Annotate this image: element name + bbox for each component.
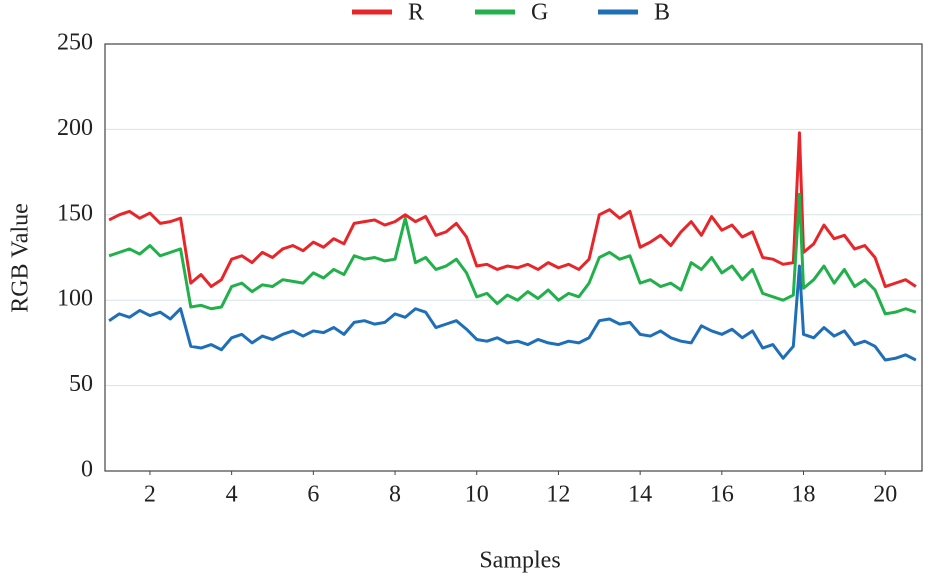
series-line bbox=[108, 131, 917, 289]
y-tick-label: 250 bbox=[57, 30, 93, 56]
x-tick-label: 8 bbox=[389, 482, 401, 508]
legend-label: G bbox=[531, 0, 548, 26]
legend-label: R bbox=[408, 0, 424, 26]
x-tick-label: 12 bbox=[546, 482, 570, 508]
y-tick-label: 50 bbox=[69, 371, 93, 397]
x-tick-label: 20 bbox=[873, 482, 897, 508]
plot-frame bbox=[104, 43, 923, 472]
x-axis-label: Samples bbox=[479, 548, 560, 574]
series-line bbox=[108, 264, 917, 362]
x-tick-label: 16 bbox=[710, 482, 734, 508]
x-tick-label: 2 bbox=[144, 482, 156, 508]
y-axis-label: RGB Value bbox=[8, 203, 34, 313]
x-tick-label: 10 bbox=[465, 482, 489, 508]
series-line bbox=[108, 192, 917, 316]
y-tick-label: 200 bbox=[57, 115, 93, 141]
y-tick-label: 150 bbox=[57, 200, 93, 226]
y-tick-label: 100 bbox=[57, 286, 93, 312]
x-tick-label: 6 bbox=[307, 482, 319, 508]
y-tick-label: 0 bbox=[81, 457, 93, 483]
x-tick-label: 4 bbox=[226, 482, 238, 508]
x-tick-label: 18 bbox=[792, 482, 816, 508]
legend-label: B bbox=[654, 0, 670, 26]
x-tick-label: 14 bbox=[628, 482, 652, 508]
